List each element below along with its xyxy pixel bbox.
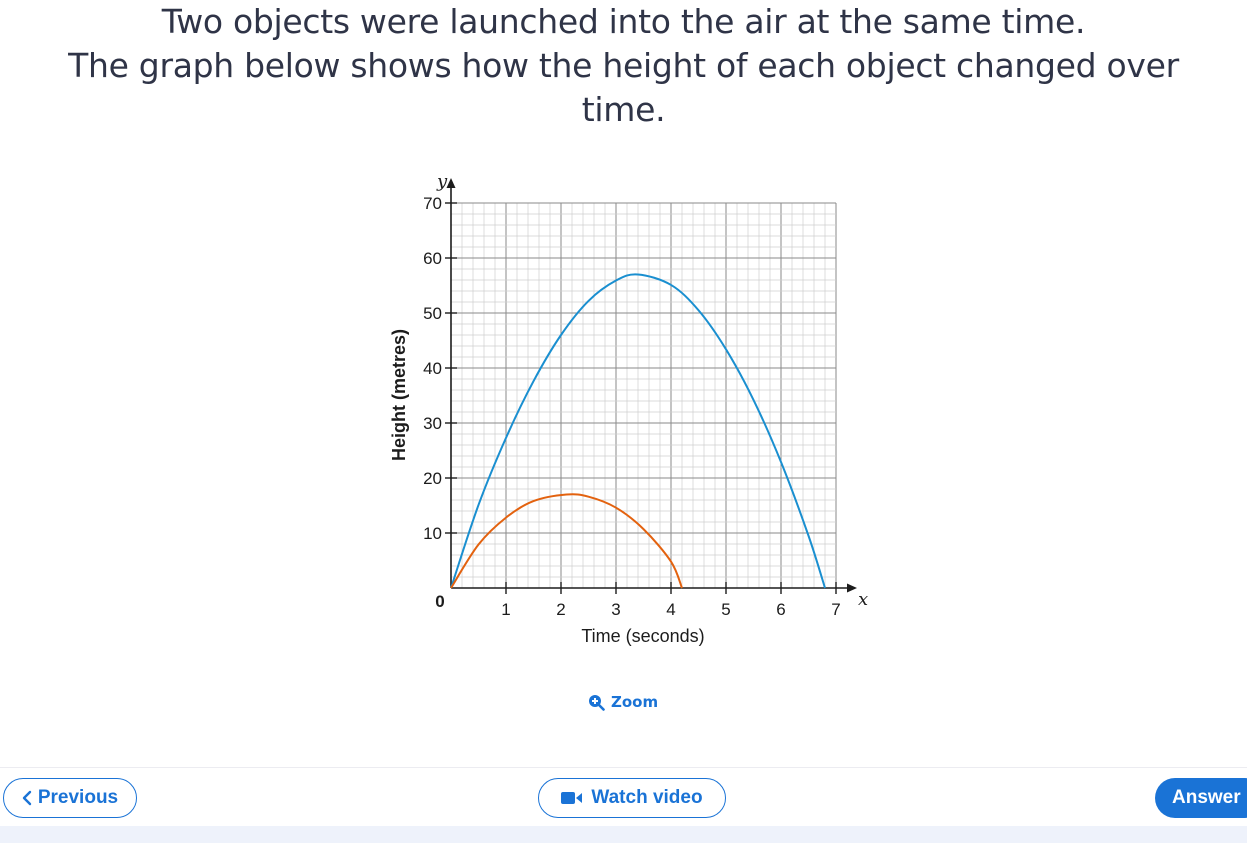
y-axis-symbol: y (436, 171, 448, 192)
zoom-button[interactable]: Zoom (588, 690, 658, 714)
chart-curves (450, 273, 826, 589)
y-tick-label: 50 (423, 304, 442, 323)
watch-video-label: Watch video (591, 787, 703, 808)
x-tick-label: 4 (666, 600, 675, 619)
series-line-2 (450, 493, 683, 589)
height-time-chart: 1 2 3 4 5 6 7 10 20 30 40 50 60 70 x y 0 Time (second… (389, 171, 868, 646)
question-line-1: Two objects were launched into the air a… (161, 2, 1086, 41)
footer-divider (0, 767, 1247, 768)
y-tick-label: 40 (423, 359, 442, 378)
answer-button[interactable]: Answer (1155, 778, 1247, 818)
y-tick-label: 30 (423, 414, 442, 433)
y-tick-label: 70 (423, 194, 442, 213)
previous-button[interactable]: Previous (3, 778, 137, 818)
question-text: Two objects were launched into the air a… (40, 0, 1207, 132)
zoom-in-icon (589, 694, 605, 711)
watch-video-button[interactable]: Watch video (538, 778, 726, 818)
y-tick-label: 60 (423, 249, 442, 268)
y-axis-label: Height (metres) (389, 329, 409, 461)
x-tick-label: 7 (831, 600, 840, 619)
x-tick-label: 6 (776, 600, 785, 619)
origin-label: 0 (435, 592, 444, 611)
x-tick-label: 1 (501, 600, 510, 619)
zoom-label: Zoom (611, 693, 659, 711)
x-tick-label: 3 (611, 600, 620, 619)
x-axis-label: Time (seconds) (581, 626, 704, 646)
x-tick-label: 2 (556, 600, 565, 619)
y-tick-label: 20 (423, 469, 442, 488)
y-axis-arrow (446, 178, 456, 188)
chart-ticks: 1 2 3 4 5 6 7 10 20 30 40 50 60 70 (423, 194, 841, 619)
x-axis-arrow (847, 583, 857, 593)
question-line-2: The graph below shows how the height of … (68, 46, 1179, 129)
video-camera-icon (561, 792, 583, 804)
y-tick-label: 10 (423, 524, 442, 543)
series-line-1 (450, 273, 826, 589)
chart-axes (446, 178, 857, 593)
x-tick-label: 5 (721, 600, 730, 619)
chevron-left-icon (22, 790, 32, 806)
footer-background (0, 826, 1247, 843)
answer-label: Answer (1172, 787, 1241, 808)
chart-grid (450, 202, 837, 589)
x-axis-symbol: x (858, 589, 868, 610)
previous-label: Previous (37, 787, 119, 808)
